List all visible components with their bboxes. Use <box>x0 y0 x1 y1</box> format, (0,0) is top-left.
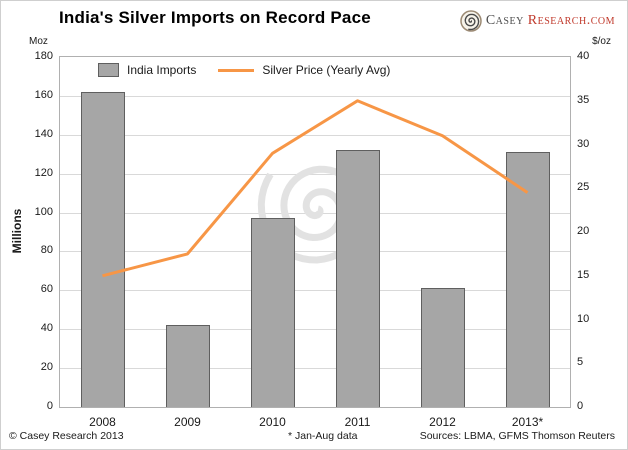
left-axis-tick-60: 60 <box>40 283 53 296</box>
right-axis-tick-0: 0 <box>577 400 584 412</box>
brand-tld: .com <box>586 13 615 28</box>
brand-text: Casey Research.com <box>486 13 615 29</box>
bar-2010 <box>250 218 295 407</box>
chart-title: India's Silver Imports on Record Pace <box>59 8 371 27</box>
casey-research-logo: Casey Research.com <box>460 10 615 32</box>
left-axis-tick-20: 20 <box>40 361 53 374</box>
gridline-20 <box>60 368 570 370</box>
left-axis-tick-0: 0 <box>46 400 53 412</box>
gridline-40 <box>60 329 570 331</box>
left-axis-title: Millions <box>10 208 24 254</box>
copyright-text: © Casey Research 2013 <box>9 430 124 442</box>
left-axis-tick-120: 120 <box>34 166 53 179</box>
spiral-logo-icon <box>460 10 482 32</box>
x-axis-label-2009: 2009 <box>174 415 201 429</box>
right-axis-tick-20: 20 <box>577 225 590 237</box>
right-axis-tick-30: 30 <box>577 137 590 150</box>
right-axis-tick-40: 40 <box>577 50 590 62</box>
left-axis-unit: Moz <box>29 36 48 47</box>
right-axis-tick-35: 35 <box>577 93 590 106</box>
watermark-spiral-icon <box>257 165 367 264</box>
left-axis-tick-100: 100 <box>34 205 53 218</box>
gridline-160 <box>60 95 570 97</box>
legend-label-imports: India Imports <box>127 63 197 77</box>
bar-2009 <box>165 325 210 407</box>
bar-2011 <box>335 150 380 407</box>
left-axis-tick-140: 140 <box>34 127 53 140</box>
legend-line-swatch <box>218 68 255 72</box>
x-axis-label-2008: 2008 <box>89 415 116 429</box>
gridline-60 <box>60 290 570 292</box>
right-axis-tick-15: 15 <box>577 268 590 281</box>
left-axis-tick-40: 40 <box>40 322 53 335</box>
right-axis-tick-25: 25 <box>577 181 590 194</box>
left-axis-tick-180: 180 <box>34 50 53 62</box>
chart-legend: India Imports Silver Price (Yearly Avg) <box>98 63 390 77</box>
x-axis-label-2012: 2012 <box>429 415 456 429</box>
right-axis-tick-5: 5 <box>577 356 584 369</box>
x-axis-label-2013: 2013* <box>511 415 544 429</box>
sources-text: Sources: LBMA, GFMS Thomson Reuters <box>419 430 615 442</box>
right-axis-unit: $/oz <box>592 36 611 47</box>
bar-2012 <box>420 288 465 407</box>
brand-research: Research <box>527 13 587 28</box>
bar-2013 <box>505 152 550 407</box>
x-axis-label-2011: 2011 <box>344 415 371 429</box>
bar-2008 <box>80 92 125 407</box>
brand-casey: Casey <box>485 13 528 28</box>
plot-area: India Imports Silver Price (Yearly Avg) … <box>35 50 590 429</box>
left-axis-tick-80: 80 <box>40 244 53 257</box>
footnote-text: * Jan-Aug data <box>288 430 358 442</box>
legend-label-price: Silver Price (Yearly Avg) <box>262 63 391 77</box>
legend-bar-swatch <box>98 63 119 77</box>
left-axis-tick-160: 160 <box>34 88 53 101</box>
right-axis-tick-10: 10 <box>577 312 590 325</box>
x-axis-label-2010: 2010 <box>259 415 286 429</box>
